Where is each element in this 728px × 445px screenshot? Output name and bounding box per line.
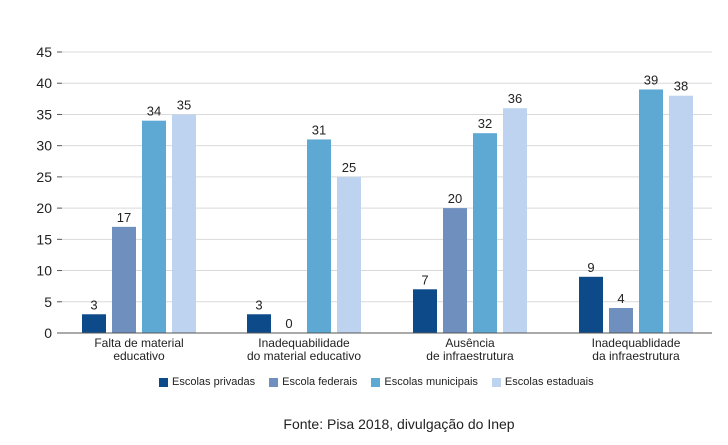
legend-swatch-federais [269, 377, 279, 387]
data-label: 32 [478, 116, 492, 131]
legend-label-federais: Escola federais [282, 376, 358, 388]
bar [413, 289, 437, 333]
y-tick-label: 35 [36, 106, 52, 122]
source-note: Fonte: Pisa 2018, divulgação do Inep [0, 416, 728, 432]
bar-chart: 0 5 10 15 20 25 30 35 40 45 3 3 7 9 17 0 20 4 34 31 32 39 35 2… [36, 44, 712, 363]
y-tick-label: 10 [36, 263, 52, 279]
bar [337, 176, 361, 333]
bar [172, 114, 196, 333]
y-tick-label: 0 [44, 325, 52, 341]
data-label: 31 [312, 122, 326, 137]
data-label: 9 [587, 260, 594, 275]
y-tick-label: 40 [36, 75, 52, 91]
data-label: 25 [342, 160, 356, 175]
data-label: 35 [177, 97, 191, 112]
legend-item-municipais: Escolas municipais [371, 376, 478, 388]
bar [142, 120, 166, 333]
x-tick-label: do material educativo [247, 349, 361, 363]
legend-item-privadas: Escolas privadas [159, 376, 255, 388]
legend-swatch-municipais [371, 377, 381, 387]
x-tick-label: da infraestrutura [592, 349, 680, 363]
data-label: 3 [90, 297, 97, 312]
bar [247, 314, 271, 333]
data-label: 7 [421, 272, 428, 287]
bar [112, 226, 136, 333]
y-tick-label: 20 [36, 200, 52, 216]
bar [579, 276, 603, 333]
data-label: 36 [508, 91, 522, 106]
legend-item-estaduais: Escolas estaduais [491, 376, 594, 388]
legend-label-estaduais: Escolas estaduais [504, 376, 594, 388]
data-labels: 3 3 7 9 17 0 20 4 34 31 32 39 35 25 36 38 [90, 72, 688, 331]
y-tick-label: 15 [36, 231, 52, 247]
legend: Escolas privadas Escola federais Escolas… [159, 374, 608, 390]
data-label: 20 [448, 191, 462, 206]
y-tick-label: 45 [36, 44, 52, 60]
data-label: 34 [147, 104, 161, 119]
bar [609, 308, 633, 333]
bars [82, 89, 693, 333]
bar [443, 208, 467, 333]
source-text: Fonte: Pisa 2018, divulgação do Inep [283, 416, 515, 432]
y-axis: 0 5 10 15 20 25 30 35 40 45 [36, 44, 62, 341]
data-label: 38 [674, 79, 688, 94]
x-tick-label: educativo [113, 349, 165, 363]
legend-swatch-estaduais [491, 377, 501, 387]
bar [639, 89, 663, 333]
data-label: 17 [117, 210, 131, 225]
bar [669, 95, 693, 333]
data-label: 0 [285, 316, 292, 331]
gridlines [62, 51, 712, 303]
data-label: 4 [617, 291, 624, 306]
legend-label-municipais: Escolas municipais [384, 376, 478, 388]
bar [307, 139, 331, 333]
data-label: 3 [255, 297, 262, 312]
bar [503, 108, 527, 333]
y-tick-label: 30 [36, 138, 52, 154]
y-tick-label: 25 [36, 169, 52, 185]
legend-label-privadas: Escolas privadas [172, 376, 256, 388]
data-label: 39 [644, 72, 658, 87]
legend-item-federais: Escola federais [269, 376, 357, 388]
x-tick-label: Inadequabilidade [258, 336, 350, 350]
x-tick-label: de infraestrutura [426, 349, 514, 363]
legend-swatch-privadas [159, 377, 168, 387]
x-tick-label: Inadequablidade [592, 336, 681, 350]
x-tick-label: Ausência [445, 336, 495, 350]
y-tick-label: 5 [44, 294, 52, 310]
bar [473, 133, 497, 333]
bar [82, 314, 106, 333]
x-tick-label: Falta de material [94, 336, 183, 350]
